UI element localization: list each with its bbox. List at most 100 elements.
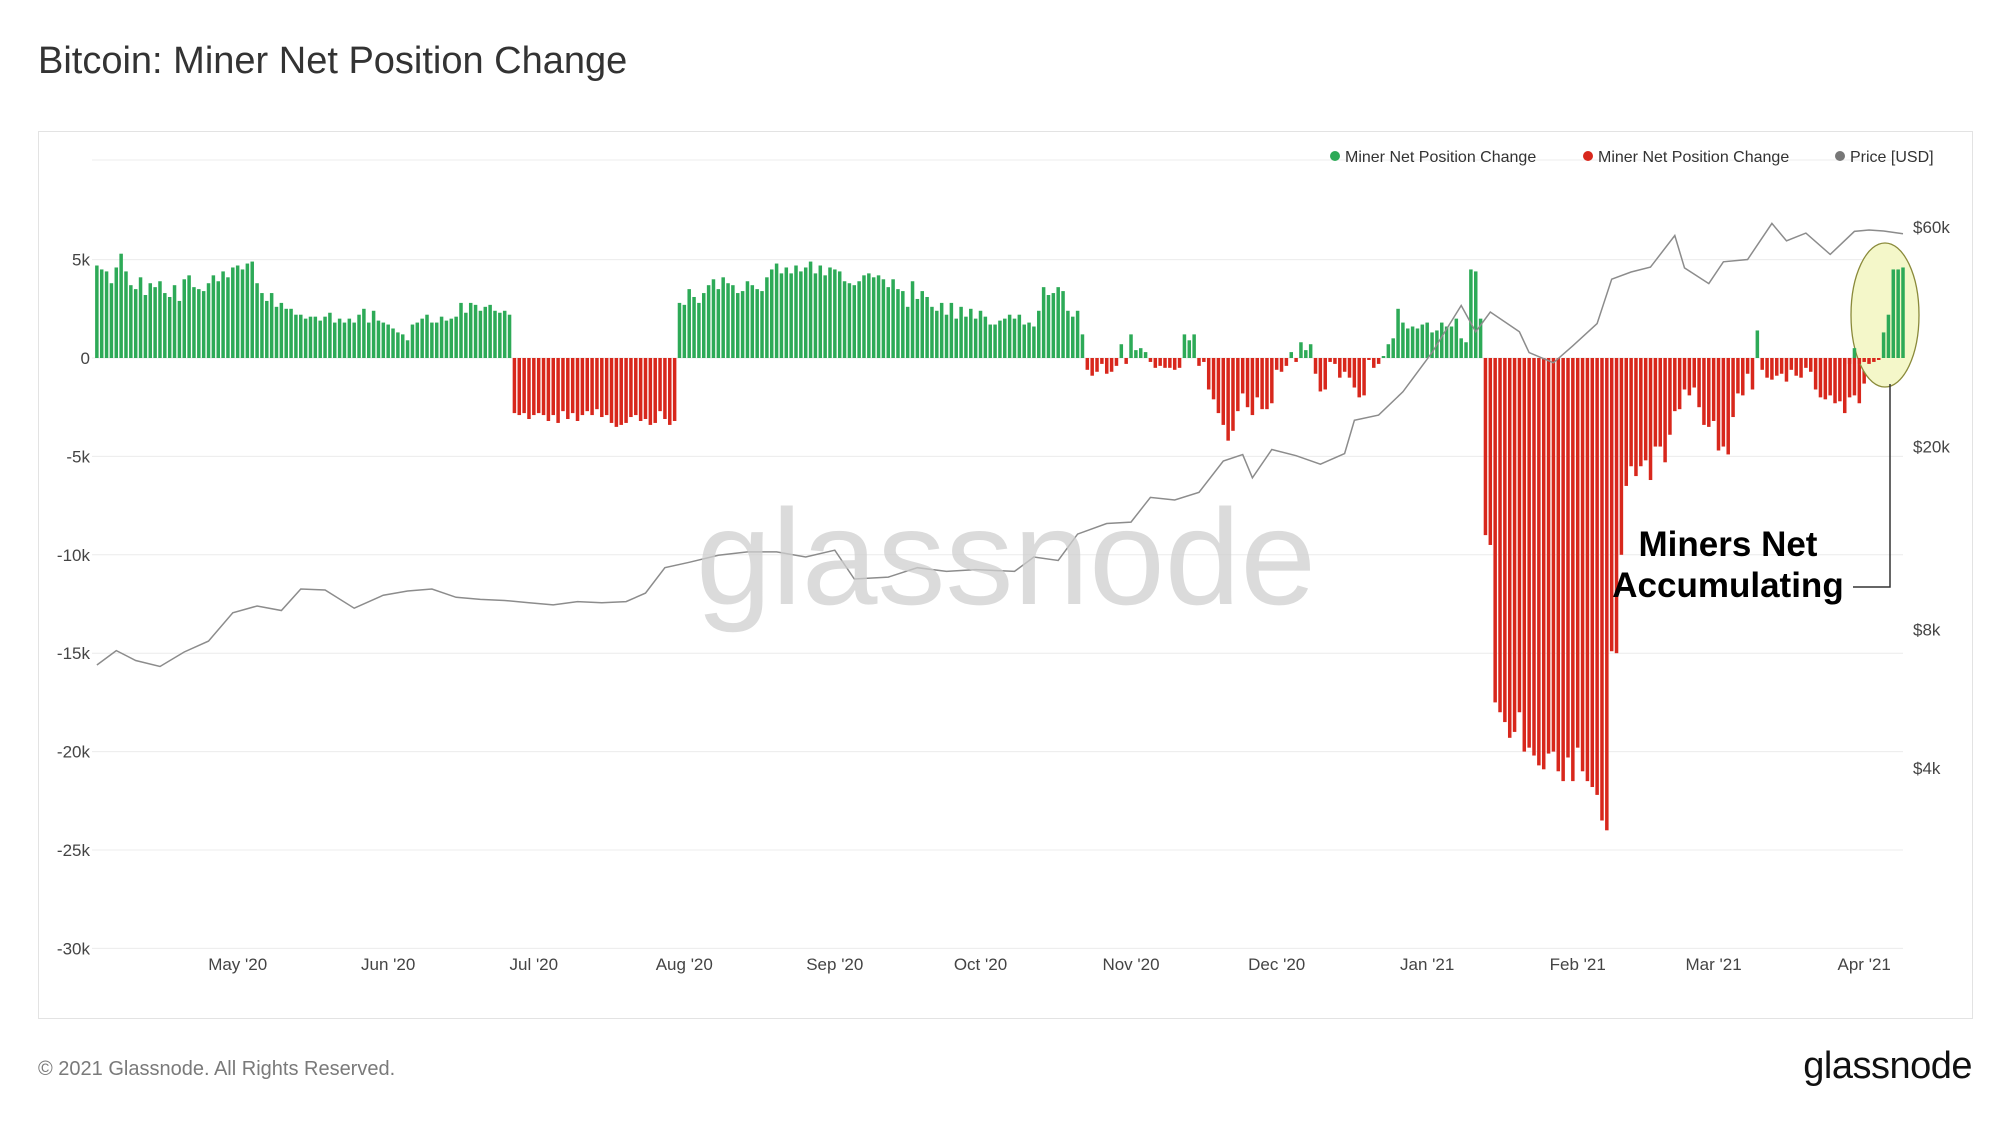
bar — [328, 312, 332, 358]
bar — [614, 358, 619, 427]
bar — [1211, 358, 1216, 400]
bar — [983, 316, 988, 358]
bar — [1731, 358, 1735, 418]
bar — [1138, 348, 1143, 358]
bar — [794, 265, 798, 358]
bar — [1561, 358, 1565, 782]
bar — [1372, 358, 1376, 368]
bar — [619, 358, 623, 425]
x-tick: Jan '21 — [1400, 955, 1454, 974]
bar — [1362, 358, 1366, 396]
bar — [609, 358, 614, 423]
bar — [973, 318, 978, 358]
bar — [1809, 358, 1813, 372]
bar — [1410, 326, 1415, 358]
bar-highlighted — [1852, 348, 1857, 358]
y-right-tick: $60k — [1913, 218, 1950, 237]
bar — [692, 296, 696, 358]
page-title: Bitcoin: Miner Net Position Change — [38, 40, 628, 82]
bar — [590, 358, 594, 416]
bar — [1202, 358, 1206, 362]
bar — [1197, 358, 1201, 366]
bar — [488, 304, 492, 358]
bar — [813, 273, 818, 358]
bar — [342, 322, 347, 358]
bar — [1357, 358, 1361, 398]
bar — [1240, 358, 1245, 394]
bar — [1614, 358, 1619, 654]
bar — [1352, 358, 1357, 388]
bar — [1857, 358, 1862, 404]
bar — [1085, 358, 1090, 370]
bar — [367, 322, 371, 358]
bar — [352, 322, 356, 358]
bar — [274, 306, 279, 358]
x-tick: Dec '20 — [1248, 955, 1305, 974]
bar — [1313, 358, 1318, 374]
bar — [265, 300, 269, 358]
bar — [1488, 358, 1493, 545]
bar — [925, 296, 929, 358]
annotation-line2: Accumulating — [1612, 566, 1843, 605]
bar — [600, 358, 604, 418]
bar-highlighted — [1881, 332, 1886, 358]
bar — [478, 310, 483, 358]
bar — [702, 293, 706, 358]
legend: Miner Net Position Change Miner Net Posit… — [1330, 149, 1934, 166]
bar — [896, 289, 900, 358]
bar — [517, 358, 522, 416]
bar — [124, 271, 128, 358]
bar — [1507, 358, 1512, 738]
bar — [1503, 358, 1507, 723]
bar — [1692, 358, 1696, 388]
bar — [167, 296, 172, 358]
bar — [740, 291, 745, 358]
bar — [303, 318, 308, 358]
bar — [1192, 334, 1196, 358]
bar — [1464, 342, 1468, 358]
bar — [507, 314, 512, 358]
axes: 5k 0 -5k -10k -15k -20k -25k -30k $60k $20k $8k $4k… — [57, 218, 1950, 974]
bar — [483, 306, 488, 358]
bar — [1818, 358, 1823, 398]
bar — [1221, 358, 1226, 425]
bar — [1109, 358, 1114, 372]
bar — [1838, 358, 1842, 402]
bar — [546, 358, 551, 421]
bars-main — [95, 253, 1866, 831]
bar — [1430, 332, 1434, 358]
bar — [779, 273, 784, 358]
bar — [1007, 314, 1012, 358]
bar — [901, 291, 905, 358]
bar — [828, 267, 832, 358]
bar — [1216, 358, 1221, 414]
bar — [842, 281, 847, 358]
bar — [1609, 358, 1614, 652]
glassnode-logo[interactable]: glassnode — [1803, 1045, 1972, 1087]
bar — [905, 306, 910, 358]
bar — [284, 308, 288, 358]
bar — [1148, 358, 1153, 362]
bar — [1537, 358, 1541, 766]
bar — [1493, 358, 1497, 703]
y-right-tick: $8k — [1913, 621, 1941, 640]
x-tick: Jun '20 — [361, 955, 415, 974]
bar — [357, 314, 361, 358]
bar — [333, 322, 337, 358]
bar — [570, 358, 575, 414]
bar — [376, 320, 381, 358]
y-left-tick: -20k — [57, 743, 91, 762]
bar — [978, 310, 983, 358]
annotation-leader — [1853, 384, 1891, 588]
bar — [415, 322, 420, 358]
bar — [269, 293, 274, 358]
bar — [245, 263, 250, 358]
bar — [575, 358, 580, 421]
bar — [1677, 358, 1682, 410]
bar — [760, 291, 764, 358]
bar-highlighted — [1867, 358, 1871, 364]
x-tick: Aug '20 — [656, 955, 713, 974]
bar — [1619, 358, 1624, 555]
bar — [1736, 358, 1740, 394]
